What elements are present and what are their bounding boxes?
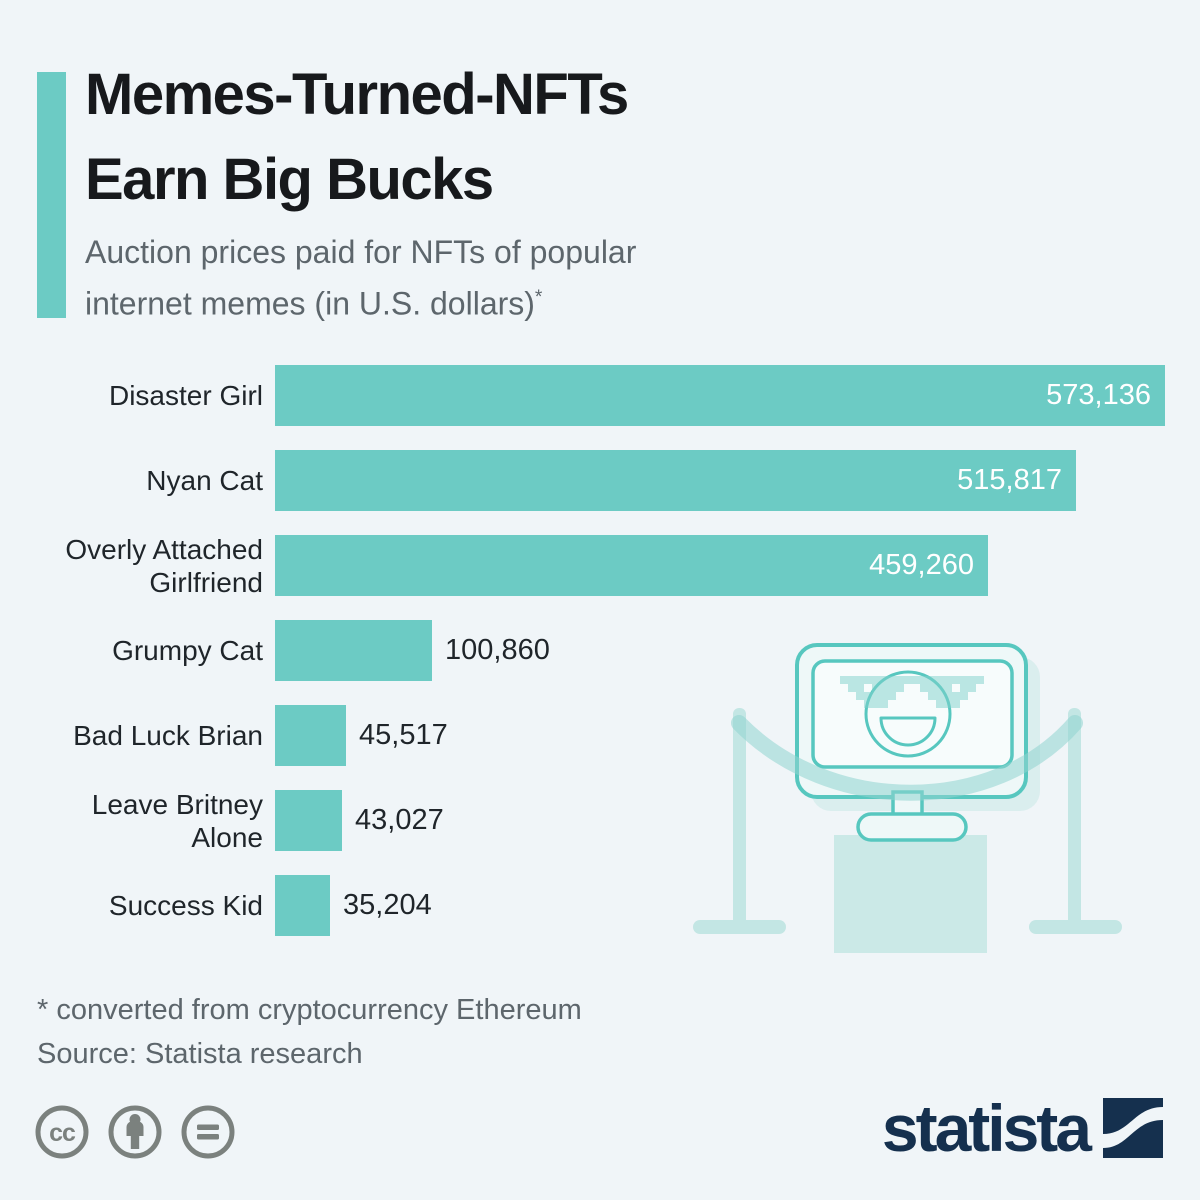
value-bar	[275, 365, 1165, 426]
statista-logo-mark	[1103, 1098, 1163, 1158]
title-accent-bar	[37, 72, 66, 318]
nft-museum-illustration	[693, 643, 1122, 953]
meme-mouth	[879, 716, 937, 747]
pixel-sunglasses-icon	[840, 676, 984, 708]
value-label: 45,517	[359, 719, 448, 751]
category-label: Leave Britney Alone	[91, 788, 263, 853]
value-label: 100,860	[445, 634, 550, 666]
pedestal	[834, 835, 987, 953]
barrier-rope	[731, 715, 1083, 801]
right-barrier-post	[1029, 708, 1122, 934]
creative-commons-icon: cc	[35, 1105, 89, 1159]
value-label: 573,136	[1046, 379, 1151, 411]
value-label: 43,027	[355, 804, 444, 836]
chart-row: Overly Attached Girlfriend 459,260	[0, 533, 1200, 598]
license-badges: cc	[34, 1104, 236, 1160]
left-barrier-post	[693, 708, 786, 934]
value-bar	[275, 790, 342, 851]
category-label: Overly Attached Girlfriend	[65, 533, 263, 598]
source-text: Source: Statista research	[37, 1038, 363, 1070]
category-label: Success Kid	[108, 890, 263, 921]
meme-face	[864, 670, 952, 758]
title-line-1: Memes-Turned-NFTs	[85, 62, 629, 127]
category-label: Bad Luck Brian	[73, 720, 263, 751]
footnote-text: * converted from cryptocurrency Ethereum	[37, 994, 582, 1026]
value-bar	[275, 535, 988, 596]
chart-row: Grumpy Cat 100,860	[0, 620, 1200, 681]
bar-chart: Disaster Girl 573,136 Nyan Cat 515,817 O…	[0, 365, 1200, 965]
value-label: 459,260	[869, 549, 974, 581]
statista-logo-text: statista	[881, 1091, 1092, 1165]
chart-row: Leave Britney Alone 43,027	[0, 788, 1200, 853]
category-label: Disaster Girl	[108, 380, 263, 411]
chart-row: Bad Luck Brian 45,517	[0, 705, 1200, 766]
monitor-stand-base	[856, 812, 968, 842]
value-bar	[275, 705, 346, 766]
value-bar	[275, 875, 330, 936]
value-label: 35,204	[343, 889, 432, 921]
category-label: Nyan Cat	[146, 465, 263, 496]
no-derivatives-icon	[181, 1105, 235, 1159]
footnote-marker: *	[534, 287, 543, 308]
svg-text:cc: cc	[49, 1119, 76, 1147]
chart-row: Disaster Girl 573,136	[0, 365, 1200, 426]
footnotes-block: * converted from cryptocurrency Ethereum…	[37, 988, 582, 1076]
value-label: 515,817	[957, 464, 1062, 496]
chart-row: Nyan Cat 515,817	[0, 450, 1200, 511]
chart-row: Success Kid 35,204	[0, 875, 1200, 936]
subtitle-line-1: Auction prices paid for NFTs of popular	[85, 234, 637, 270]
chart-subtitle: Auction prices paid for NFTs of popular i…	[85, 230, 636, 327]
title-line-2: Earn Big Bucks	[85, 147, 494, 212]
statista-logo: statista	[881, 1091, 1163, 1165]
page-title: Memes-Turned-NFTs Earn Big Bucks	[85, 52, 629, 222]
value-bar	[275, 620, 432, 681]
subtitle-line-2: internet memes (in U.S. dollars)	[85, 285, 535, 322]
attribution-person-icon	[108, 1105, 162, 1159]
value-bar	[275, 450, 1076, 511]
category-label: Grumpy Cat	[112, 635, 263, 666]
